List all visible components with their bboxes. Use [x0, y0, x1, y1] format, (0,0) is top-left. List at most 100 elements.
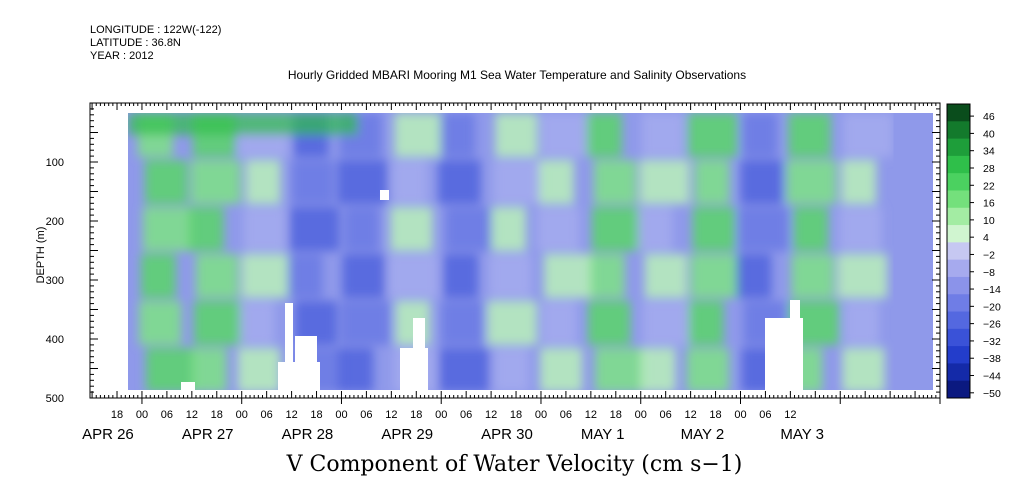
x-hour-label: 18 [709, 409, 721, 421]
field-cell [844, 301, 880, 345]
x-day-label: APR 28 [282, 426, 334, 443]
x-hour-label: 12 [385, 409, 397, 421]
field-cell [539, 348, 583, 390]
field-cell [594, 348, 645, 390]
colorbar-swatch [947, 328, 970, 347]
y-tick-label: 500 [46, 393, 64, 405]
field-cell [543, 254, 594, 298]
field-cell [738, 207, 789, 251]
colorbar-label: −26 [983, 319, 1001, 331]
x-hour-label: 18 [610, 409, 622, 421]
field-cell [445, 207, 496, 251]
field-cell [190, 160, 241, 204]
x-hour-label: 00 [635, 409, 647, 421]
field-cell [395, 301, 431, 345]
field-blobs [128, 113, 894, 390]
x-hour-label: 12 [186, 409, 198, 421]
field-cell [538, 160, 574, 204]
field-cell [494, 348, 530, 390]
colorbar-label: 34 [983, 146, 995, 158]
field-cell [640, 348, 676, 390]
missing-data-block [285, 303, 293, 363]
missing-data-block [413, 318, 425, 348]
colorbar-label: −38 [983, 353, 1001, 365]
colorbar-label: −14 [983, 284, 1001, 296]
colorbar-label: −2 [983, 249, 995, 261]
field-cell [694, 160, 730, 204]
field-cell [491, 207, 527, 251]
colorbar-swatch [947, 155, 970, 174]
field-cell [243, 207, 287, 251]
x-day-label: APR 27 [182, 426, 234, 443]
x-hour-label: 18 [111, 409, 123, 421]
colorbar-label: 28 [983, 163, 995, 175]
colorbar-swatch [947, 276, 970, 295]
x-hour-label: 12 [684, 409, 696, 421]
field-cell [791, 254, 834, 298]
x-hour-label: 12 [285, 409, 297, 421]
x-hour-label: 00 [535, 409, 547, 421]
x-hour-label: 06 [161, 409, 173, 421]
x-hour-label: 06 [261, 409, 273, 421]
field-cell [536, 207, 580, 251]
x-axis: 18 00 06 12 18 00 06 12 18 00 06 12 18 00 06 12 18 00 06 12… [82, 103, 941, 443]
field-cell [639, 160, 690, 204]
field-cell [487, 301, 537, 345]
field-cell [641, 113, 685, 157]
colorbar-label: −20 [983, 301, 1001, 313]
colorbar-label: −8 [983, 267, 995, 279]
field-cell [241, 254, 292, 298]
colorbar: 46 40 34 28 22 16 10 4 −2 −8 −14 −20 −26 −32 −38 −44 −50 [946, 103, 1001, 400]
y-tick-label: 200 [46, 216, 64, 228]
y-axis-label: DEPTH (m) [35, 227, 47, 284]
field-cell [344, 207, 380, 251]
colorbar-swatch [947, 242, 970, 261]
missing-data-block [380, 190, 389, 200]
latitude-label: LATITUDE : 36.8N [90, 37, 181, 49]
chart-title: Hourly Gridded MBARI Mooring M1 Sea Wate… [287, 68, 747, 82]
colorbar-swatch [947, 121, 970, 140]
field-cell [540, 113, 591, 157]
y-tick-label: 100 [46, 157, 64, 169]
field-cell [142, 207, 193, 251]
field-cell [438, 160, 481, 204]
x-day-label: MAY 3 [780, 426, 824, 443]
y-axis: 100 200 300 400 500 [46, 102, 940, 405]
field-cell [390, 207, 433, 251]
field-cell [642, 301, 693, 345]
field-cell [340, 301, 391, 345]
field-cell [493, 160, 543, 204]
field-cell [439, 348, 490, 390]
field-cell [686, 348, 730, 390]
field-cell [237, 348, 281, 390]
colorbar-swatch [947, 207, 970, 226]
missing-data-block [278, 362, 320, 392]
colorbar-frame [946, 103, 971, 399]
field-cell [193, 301, 244, 345]
field-cell [837, 254, 888, 298]
x-hour-label: 00 [435, 409, 447, 421]
y-tick-label: 400 [46, 334, 64, 346]
field-cell [388, 254, 439, 298]
field-cell [392, 160, 428, 204]
surface-band [128, 113, 358, 135]
x-hour-label: 06 [660, 409, 672, 421]
colorbar-swatch [947, 380, 970, 399]
field-cell [195, 254, 239, 298]
field-cell [144, 160, 188, 204]
colorbar-label: −44 [983, 371, 1001, 383]
colorbar-label: 40 [983, 128, 995, 140]
field-cell [589, 254, 625, 298]
field-cell [644, 254, 688, 298]
field-cell [188, 207, 224, 251]
x-hour-label: 18 [310, 409, 322, 421]
missing-data-block [765, 318, 803, 392]
field-cell [591, 207, 642, 251]
colorbar-swatch [947, 363, 970, 382]
field-cell [742, 113, 778, 157]
field-cell [843, 113, 894, 157]
x-hour-label: 12 [485, 409, 497, 421]
longitude-label: LONGITUDE : 122W(-122) [90, 24, 222, 36]
field-cell [637, 207, 673, 251]
